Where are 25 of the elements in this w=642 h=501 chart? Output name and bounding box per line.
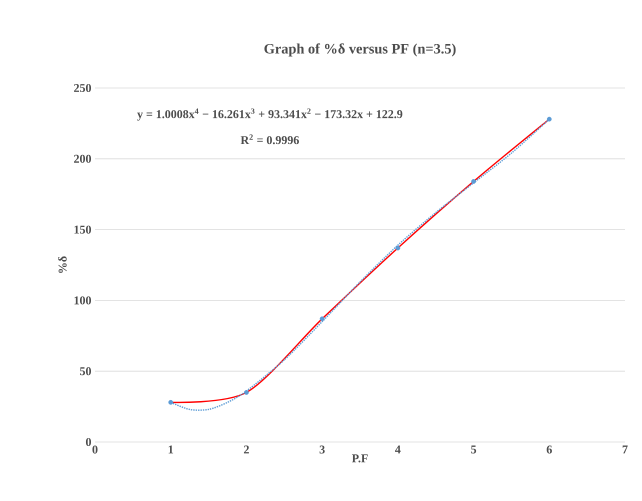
chart-title: Graph of %δ versus PF (n=3.5) — [264, 43, 456, 56]
y-axis-title: %δ — [58, 256, 67, 273]
y-tick-label: 150 — [74, 226, 92, 234]
y-tick-label: 200 — [74, 154, 92, 163]
y-tick-label: 50 — [80, 367, 92, 376]
x-tick-label: 2 — [244, 446, 249, 454]
x-axis-title: P.F — [352, 454, 368, 462]
point — [320, 316, 325, 322]
y-tick-label: 100 — [74, 296, 92, 304]
annotation: y = 1.0008x$^{4}$ − 16.261x$^{3}$ + 93.341x$^{2}$ − 173.32x + 122.9 — [137, 108, 402, 121]
x-tick-label: 1 — [168, 446, 174, 454]
point — [168, 400, 174, 405]
point — [395, 246, 400, 250]
x-tick-label: 7 — [622, 446, 628, 454]
point — [244, 390, 249, 395]
y-tick-label: 250 — [74, 84, 92, 92]
y-tick-label: 0 — [86, 438, 92, 446]
x-tick-label: 3 — [320, 446, 325, 454]
x-tick-label: 0 — [92, 446, 98, 454]
annotation: R$^{2}$ = 0.9996 — [240, 134, 299, 144]
point — [471, 179, 476, 184]
point — [546, 116, 552, 122]
x-tick-label: 4 — [395, 446, 401, 454]
x-tick-label: 6 — [546, 446, 552, 454]
x-tick-label: 5 — [471, 446, 476, 454]
